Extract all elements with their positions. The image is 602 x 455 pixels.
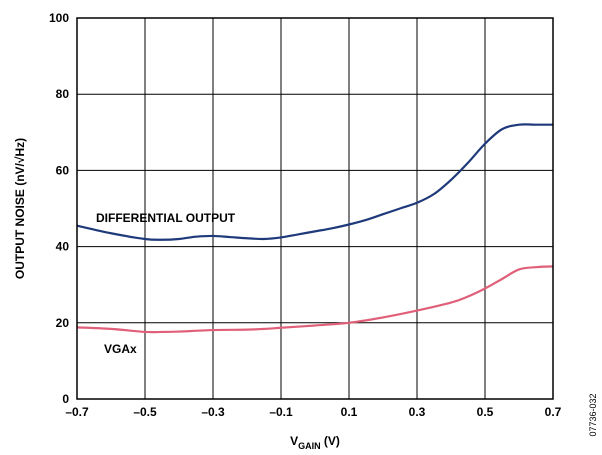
y-tick-label: 0 bbox=[62, 392, 69, 406]
y-tick-label: 20 bbox=[56, 316, 70, 330]
x-tick-label: 0.7 bbox=[545, 405, 562, 419]
series-label-vgax: VGAx bbox=[104, 342, 137, 356]
x-tick-label: –0.7 bbox=[65, 405, 89, 419]
series-line-vgax bbox=[76, 265, 554, 334]
series-layer bbox=[76, 123, 554, 334]
x-tick-label: –0.3 bbox=[201, 405, 225, 419]
series-label-differential-output: DIFFERENTIAL OUTPUT bbox=[96, 211, 236, 225]
x-tick-label: 0.1 bbox=[341, 405, 358, 419]
y-tick-labels: 0 20 40 60 80 100 bbox=[49, 11, 69, 406]
y-axis-title: OUTPUT NOISE (nV/√Hz) bbox=[13, 138, 27, 279]
x-tick-labels: –0.7 –0.5 –0.3 –0.1 0.1 0.3 0.5 0.7 bbox=[65, 405, 561, 419]
y-tick-label: 80 bbox=[56, 87, 70, 101]
figure-code: 07736-032 bbox=[588, 393, 598, 436]
x-axis-title-subscript: GAIN bbox=[298, 441, 321, 451]
x-tick-label: 0.5 bbox=[477, 405, 494, 419]
series-line-differential-output bbox=[76, 123, 553, 241]
x-tick-label: –0.1 bbox=[269, 405, 293, 419]
x-axis-title-main: V bbox=[290, 434, 298, 448]
grid bbox=[76, 17, 554, 400]
y-tick-label: 100 bbox=[49, 11, 69, 25]
x-tick-label: –0.5 bbox=[133, 405, 157, 419]
y-tick-label: 40 bbox=[56, 240, 70, 254]
x-tick-label: 0.3 bbox=[409, 405, 426, 419]
y-tick-label: 60 bbox=[56, 163, 70, 177]
x-axis-title-unit: (V) bbox=[321, 434, 340, 448]
x-axis-title: VGAIN (V) bbox=[290, 434, 340, 451]
plot-frame bbox=[76, 17, 554, 400]
